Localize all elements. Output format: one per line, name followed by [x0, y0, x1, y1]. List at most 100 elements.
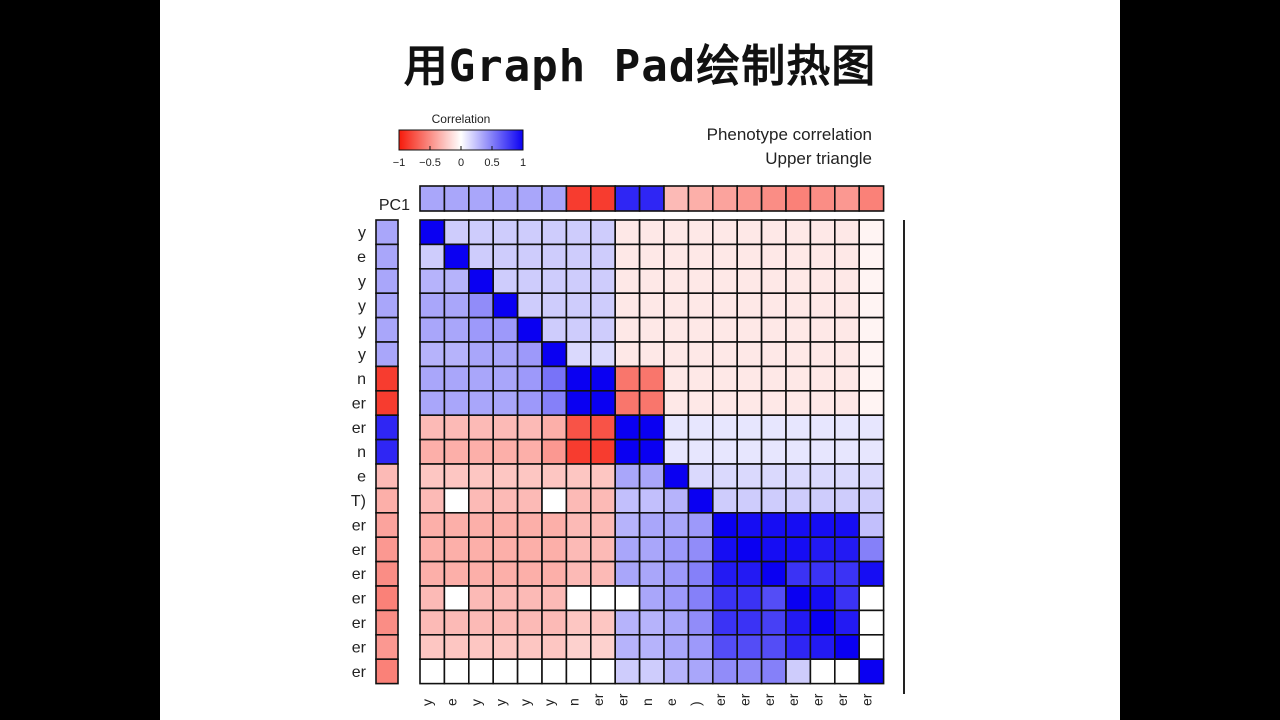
heatmap-cell: [785, 365, 812, 392]
heatmap-cell: [467, 438, 494, 465]
heatmap-cell: [687, 658, 714, 685]
heatmap-cell: [614, 511, 641, 538]
heatmap-cell: [419, 633, 446, 660]
heatmap-cell: [541, 243, 568, 270]
row-tick-label: T): [351, 493, 366, 510]
col-tick-label: n: [639, 698, 655, 706]
heatmap-cell: [858, 341, 885, 368]
heatmap-cell: [614, 365, 641, 392]
heatmap-cell: [492, 487, 519, 514]
heatmap-cell: [663, 267, 690, 294]
heatmap-cell: [809, 267, 836, 294]
heatmap-cell: [760, 438, 787, 465]
heatmap-cell: [785, 414, 812, 441]
heatmap-cell: [443, 463, 470, 490]
pc1-left-cell: [375, 560, 399, 587]
heatmap-cell: [711, 438, 738, 465]
heatmap-cell: [419, 463, 446, 490]
colorbar-tick-label: 0: [458, 157, 464, 169]
row-tick-label: er: [352, 566, 367, 583]
heatmap-cell: [443, 585, 470, 612]
heatmap-cell: [565, 658, 592, 685]
heatmap-cell: [419, 414, 446, 441]
heatmap-cell: [687, 365, 714, 392]
heatmap-cell: [492, 560, 519, 587]
heatmap-cell: [736, 414, 763, 441]
heatmap-cell: [858, 316, 885, 343]
heatmap-cell: [858, 585, 885, 612]
heatmap-cell: [516, 219, 543, 246]
heatmap-cell: [858, 536, 885, 563]
heatmap-cell: [565, 585, 592, 612]
colorbar-tick-label: 0.5: [484, 157, 499, 169]
heatmap-cell: [589, 414, 616, 441]
heatmap-cell: [516, 341, 543, 368]
heatmap-cell: [736, 292, 763, 319]
heatmap-cell: [760, 389, 787, 416]
heatmap-cell: [687, 487, 714, 514]
heatmap-cell: [541, 341, 568, 368]
heatmap-cell: [419, 536, 446, 563]
heatmap-cell: [736, 389, 763, 416]
heatmap-cell: [711, 609, 738, 636]
heatmap-cell: [614, 560, 641, 587]
heatmap-cell: [687, 536, 714, 563]
heatmap-cell: [589, 633, 616, 660]
col-tick-label: er: [761, 693, 777, 706]
heatmap-cell: [467, 243, 494, 270]
heatmap-cell: [589, 316, 616, 343]
heatmap-cell: [785, 585, 812, 612]
heatmap-cell: [858, 243, 885, 270]
heatmap-cell: [589, 463, 616, 490]
heatmap-cell: [443, 414, 470, 441]
heatmap-cell: [492, 536, 519, 563]
heatmap-cell: [589, 560, 616, 587]
pc1-top-cell: [565, 185, 592, 212]
heatmap-cell: [467, 487, 494, 514]
heatmap-cell: [516, 560, 543, 587]
heatmap-cell: [736, 658, 763, 685]
pc1-left-cell: [375, 341, 399, 368]
heatmap-cell: [687, 292, 714, 319]
heatmap-cell: [565, 243, 592, 270]
heatmap-cell: [638, 316, 665, 343]
heatmap-cell: [516, 365, 543, 392]
heatmap-cell: [516, 438, 543, 465]
pc1-left-cell: [375, 536, 399, 563]
heatmap-cell: [541, 438, 568, 465]
heatmap-cell: [565, 365, 592, 392]
heatmap-cell: [833, 536, 860, 563]
pc1-left-cell: [375, 487, 399, 514]
heatmap-cell: [736, 243, 763, 270]
heatmap-cell: [541, 463, 568, 490]
slide-title: 用Graph Pad绘制热图: [403, 41, 877, 92]
col-tick-label: er: [614, 693, 630, 706]
col-tick-label: e: [444, 698, 460, 706]
heatmap-cell: [541, 609, 568, 636]
heatmap-cell: [467, 389, 494, 416]
heatmap-cell: [663, 438, 690, 465]
heatmap-cell: [638, 487, 665, 514]
chart-title-line-1: Phenotype correlation: [707, 125, 872, 144]
row-tick-label: e: [357, 249, 366, 266]
pc1-left-cell: [375, 316, 399, 343]
heatmap-cell: [638, 609, 665, 636]
heatmap-cell: [492, 511, 519, 538]
heatmap-cell: [687, 585, 714, 612]
heatmap-cell: [785, 389, 812, 416]
row-tick-label: er: [352, 395, 367, 412]
heatmap-cell: [492, 389, 519, 416]
heatmap-cell: [858, 609, 885, 636]
heatmap-cell: [419, 658, 446, 685]
heatmap-cell: [711, 243, 738, 270]
heatmap-cell: [785, 511, 812, 538]
pc1-top-cell: [419, 185, 446, 212]
heatmap-cell: [833, 658, 860, 685]
heatmap-cell: [492, 658, 519, 685]
heatmap-cell: [492, 609, 519, 636]
heatmap-cell: [711, 316, 738, 343]
col-tick-label: er: [810, 693, 826, 706]
heatmap-cell: [589, 536, 616, 563]
colorbar-ticks: −1 −0.5 0 0.5 1: [393, 146, 526, 169]
heatmap-cell: [760, 316, 787, 343]
